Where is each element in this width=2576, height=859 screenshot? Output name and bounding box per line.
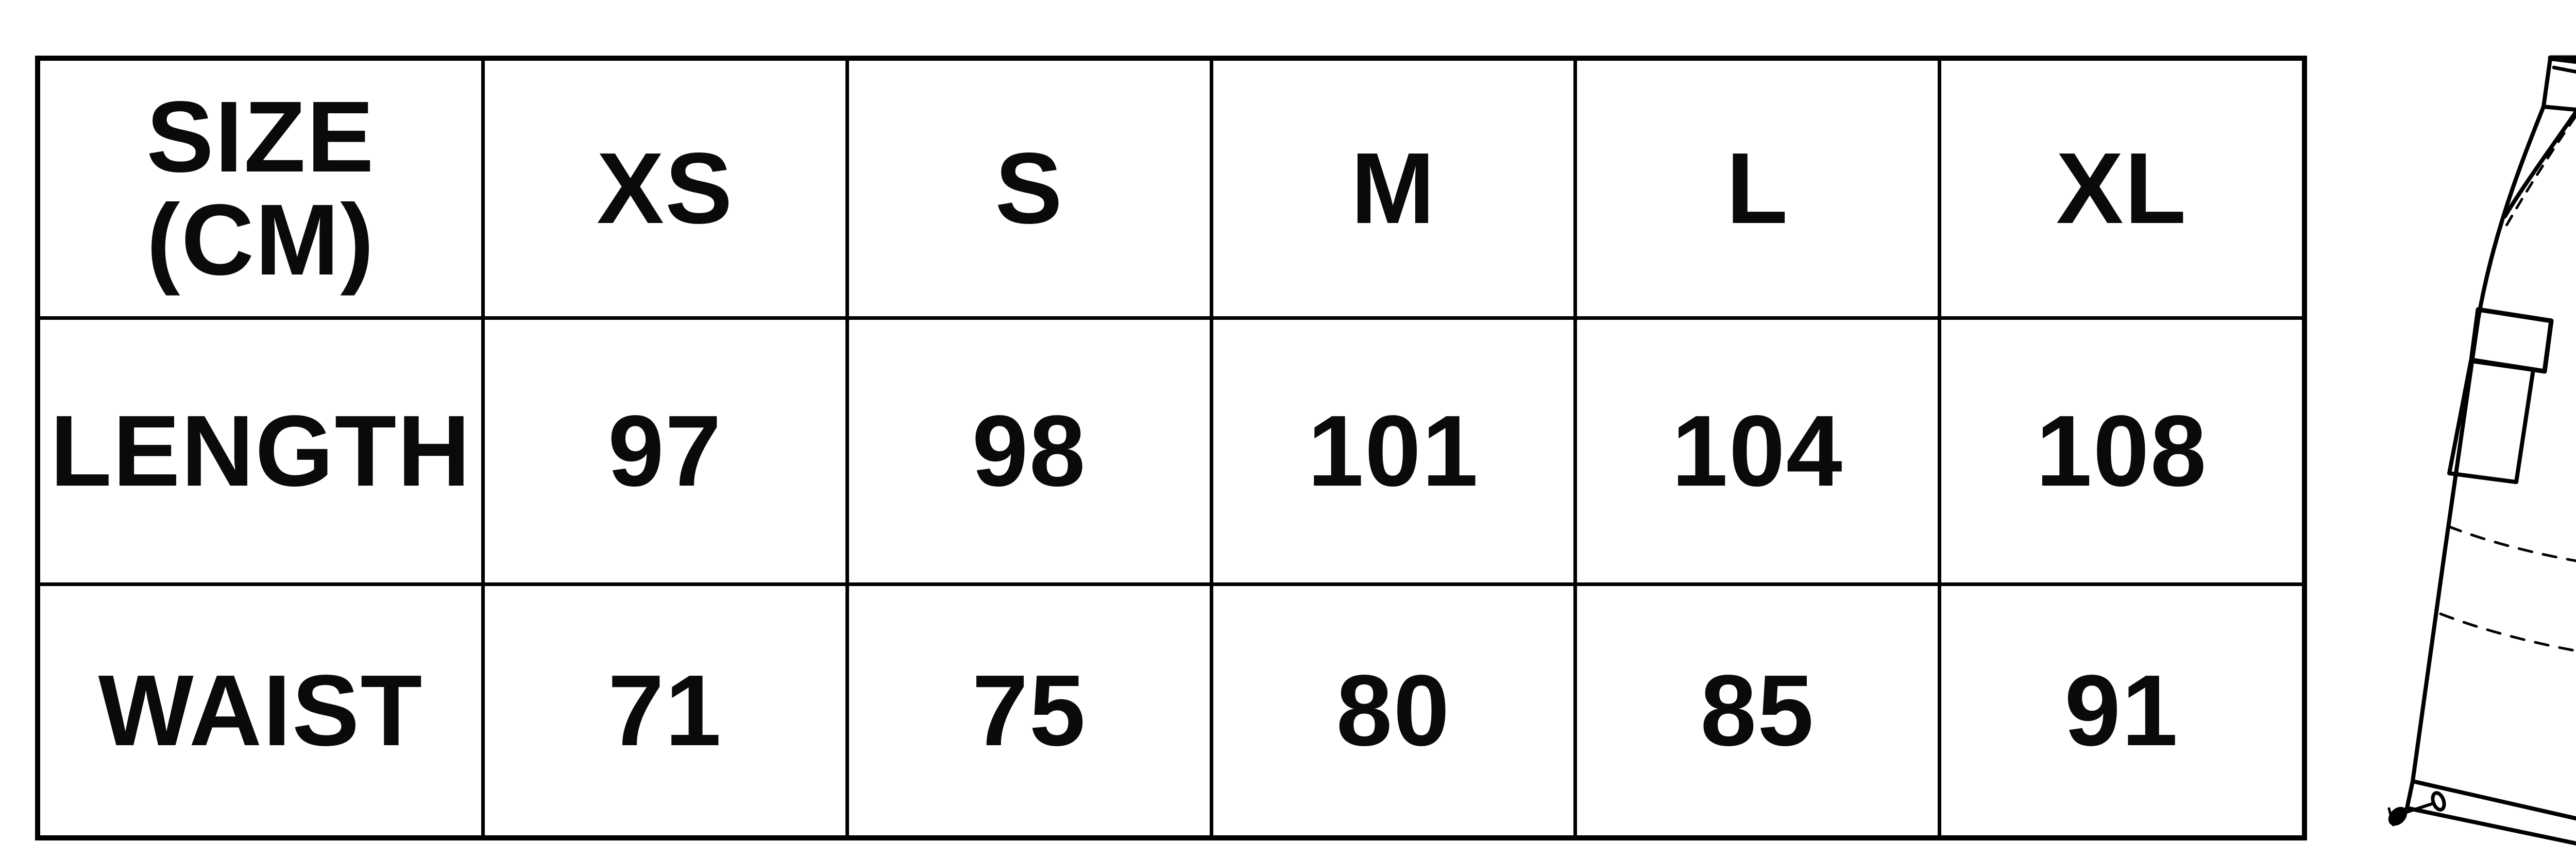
cell-waist-xs: 71 bbox=[485, 586, 845, 835]
front-pocket-left bbox=[2501, 108, 2576, 233]
hem-cuff-left bbox=[2387, 779, 2576, 846]
size-table: SIZE (CM) XS S M L XL LENGTH 97 98 101 1… bbox=[35, 56, 2307, 840]
header-size-s: S bbox=[849, 61, 1210, 316]
header-size-m: M bbox=[1213, 61, 1574, 316]
row-length-label: LENGTH bbox=[40, 320, 481, 582]
header-size-line2: (CM) bbox=[146, 183, 375, 296]
cell-length-xs: 97 bbox=[485, 320, 845, 582]
cell-length-s: 98 bbox=[849, 320, 1210, 582]
cell-length-xl: 108 bbox=[1941, 320, 2302, 582]
cell-waist-m: 80 bbox=[1213, 586, 1574, 835]
row-waist-label: WAIST bbox=[40, 586, 481, 835]
header-size-line1: SIZE bbox=[146, 80, 375, 194]
header-size-xs: XS bbox=[485, 61, 845, 316]
cargo-pocket-left bbox=[2447, 307, 2554, 484]
cell-length-m: 101 bbox=[1213, 320, 1574, 582]
waistband bbox=[2541, 57, 2576, 112]
header-size-l: L bbox=[1577, 61, 1938, 316]
cell-waist-l: 85 bbox=[1577, 586, 1938, 835]
cell-waist-xl: 91 bbox=[1941, 586, 2302, 835]
knee-seam-dashes bbox=[2439, 525, 2576, 652]
cell-length-l: 104 bbox=[1577, 320, 1938, 582]
pants-diagram: MERTTIRA² WAIST LENGTH bbox=[2387, 55, 2576, 846]
header-size-xl: XL bbox=[1941, 61, 2302, 316]
header-size-unit-cell: SIZE (CM) bbox=[40, 61, 481, 316]
cell-waist-s: 75 bbox=[849, 586, 1210, 835]
